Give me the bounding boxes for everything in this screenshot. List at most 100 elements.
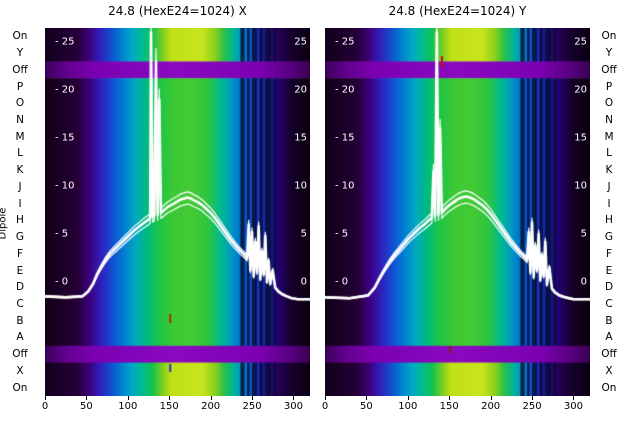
- x-tick-label: 100: [118, 401, 138, 412]
- row-label: B: [605, 314, 613, 327]
- heatmap-plot-x: - 25 25 - 20 20 - 15 15 - 10 10 - 5 5 - 0 0: [45, 28, 310, 396]
- x-tick-mark: [366, 396, 368, 400]
- inner-value-label-left: - 20: [335, 84, 355, 96]
- row-label: Off: [12, 63, 28, 76]
- row-label: E: [605, 264, 613, 277]
- inner-value-label-left: - 15: [55, 132, 75, 144]
- inner-value-label-left: - 10: [55, 180, 75, 192]
- x-tick-label: 200: [201, 401, 221, 412]
- x-tick-label: 50: [80, 401, 93, 412]
- inner-value-label-left: - 5: [335, 228, 349, 240]
- heatmap-canvas-x: [45, 28, 310, 396]
- row-label: I: [607, 197, 611, 210]
- x-tick-label: 0: [41, 401, 49, 412]
- inner-value-label-left: - 0: [55, 276, 69, 288]
- x-tick-mark: [252, 396, 254, 400]
- x-tick-mark: [449, 396, 451, 400]
- x-tick-label: 300: [563, 401, 583, 412]
- x-tick-label: 150: [159, 401, 179, 412]
- row-label: H: [16, 214, 24, 227]
- row-label: D: [604, 281, 614, 294]
- row-label: E: [16, 264, 24, 277]
- inner-value-label-left: - 0: [335, 276, 349, 288]
- row-label: Off: [601, 348, 617, 361]
- row-label: C: [605, 298, 613, 310]
- inner-value-label-right: 5: [580, 228, 587, 240]
- row-label: C: [16, 298, 24, 310]
- row-label: M: [15, 130, 25, 143]
- inner-value-label-right: 0: [580, 276, 587, 288]
- inner-value-label-right: 5: [300, 228, 307, 240]
- row-label: O: [15, 97, 25, 110]
- row-label: A: [605, 331, 613, 344]
- x-tick-mark: [127, 396, 129, 400]
- x-tick-label: 300: [283, 401, 303, 412]
- x-tick-mark: [169, 396, 171, 400]
- row-label: J: [18, 180, 22, 193]
- x-tick-label: 250: [522, 401, 542, 412]
- row-label: H: [605, 214, 613, 227]
- row-label: G: [15, 231, 25, 244]
- x-tick-mark: [407, 396, 409, 400]
- inner-value-label-right: 25: [574, 36, 587, 48]
- x-tick-mark: [573, 396, 575, 400]
- x-tick-label: 100: [398, 401, 418, 412]
- row-label: On: [601, 381, 617, 394]
- row-label: Off: [12, 348, 28, 361]
- inner-value-label-right: 0: [300, 276, 307, 288]
- row-label: M: [604, 130, 614, 143]
- row-label: Y: [605, 47, 613, 60]
- plot-title-x: 24.8 (HexE24=1024) X: [108, 4, 247, 18]
- row-label: K: [16, 164, 24, 177]
- row-label: N: [605, 114, 613, 126]
- inner-value-label-left: - 25: [55, 36, 75, 48]
- row-label: P: [16, 80, 24, 93]
- row-label: X: [605, 364, 613, 377]
- inner-value-label-right: 20: [574, 84, 587, 96]
- x-tick-label: 150: [439, 401, 459, 412]
- inner-value-label-right: 20: [294, 84, 307, 96]
- inner-value-label-right: 10: [294, 180, 307, 192]
- row-label: P: [605, 80, 613, 93]
- row-label: On: [601, 30, 617, 43]
- row-label: B: [16, 314, 24, 327]
- inner-value-label-right: 25: [294, 36, 307, 48]
- inner-value-label-right: 15: [294, 132, 307, 144]
- x-tick-mark: [86, 396, 88, 400]
- inner-value-label-right: 15: [574, 132, 587, 144]
- inner-value-label-left: - 15: [335, 132, 355, 144]
- row-label: K: [605, 164, 613, 177]
- inner-value-label-left: - 10: [335, 180, 355, 192]
- inner-value-label-left: - 25: [335, 36, 355, 48]
- inner-value-label-left: - 5: [55, 228, 69, 240]
- x-tick-mark: [325, 396, 326, 400]
- x-tick-mark: [45, 396, 46, 400]
- row-label: F: [16, 247, 24, 260]
- row-label: On: [12, 381, 28, 394]
- row-label: Y: [16, 47, 24, 60]
- heatmap-plot-y: - 25 25 - 20 20 - 15 15 - 10 10 - 5 5 - 0 0: [325, 28, 590, 396]
- x-tick-label: 250: [242, 401, 262, 412]
- heatmap-canvas-y: [325, 28, 590, 396]
- row-label: L: [606, 147, 612, 160]
- x-tick-label: 0: [321, 401, 329, 412]
- row-label: J: [607, 180, 611, 193]
- row-label: A: [16, 331, 24, 344]
- inner-value-label-left: - 20: [55, 84, 75, 96]
- x-tick-label: 50: [360, 401, 373, 412]
- plot-title-y: 24.8 (HexE24=1024) Y: [388, 4, 527, 18]
- x-tick-mark: [293, 396, 295, 400]
- x-tick-label: 200: [481, 401, 501, 412]
- inner-value-label-right: 10: [574, 180, 587, 192]
- row-label: N: [16, 114, 24, 126]
- row-label: On: [12, 30, 28, 43]
- row-label: G: [604, 231, 614, 244]
- row-label: Off: [601, 63, 617, 76]
- row-label: D: [15, 281, 25, 294]
- x-tick-mark: [210, 396, 212, 400]
- x-tick-mark: [532, 396, 534, 400]
- row-label: O: [604, 97, 614, 110]
- row-label: X: [16, 364, 24, 377]
- row-label: F: [605, 247, 613, 260]
- row-label: L: [17, 147, 23, 160]
